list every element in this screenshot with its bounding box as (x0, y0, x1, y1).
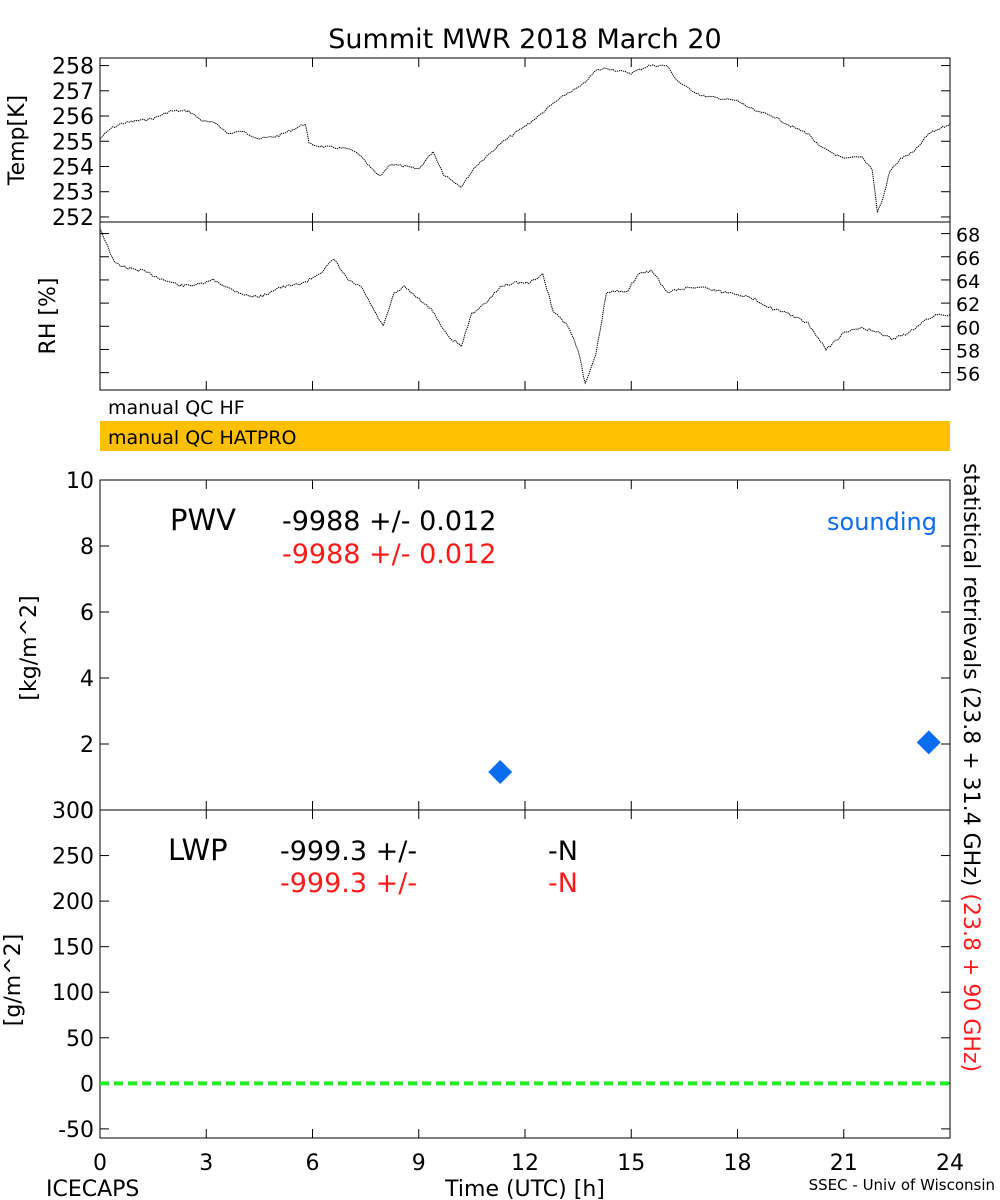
lwp-ytick-label: 250 (52, 845, 94, 870)
x-tick-label: 0 (93, 1151, 107, 1176)
lwp-black-value: -999.3 +/- (280, 836, 417, 867)
rh-ytick-label: 62 (956, 294, 980, 316)
temp-ytick-label: 252 (52, 206, 94, 231)
pwv-ytick-label: 8 (80, 535, 94, 560)
rh-ytick-label: 56 (956, 364, 980, 386)
pwv-ytick-label: 0 (80, 799, 94, 824)
lwp-ytick-label: 300 (52, 799, 94, 824)
x-tick-label: 24 (936, 1151, 964, 1176)
x-tick-label: 18 (724, 1151, 752, 1176)
lwp-red-value-2: -N (548, 868, 578, 899)
temp-series-line (99, 64, 951, 213)
temp-ytick-label: 255 (52, 130, 94, 155)
rh-axis-label: RH [%] (36, 278, 61, 355)
right-label-statistical-text: statistical retrievals (23.8 + 31.4 GHz) (958, 463, 983, 886)
lwp-name-label: LWP (168, 833, 228, 867)
rh-ytick-label: 64 (956, 271, 980, 293)
pwv-ytick-label: 6 (80, 601, 94, 626)
pwv-ytick-label: 4 (80, 667, 94, 692)
rh-ytick-label: 66 (956, 248, 980, 270)
footer-ssec: SSEC - Univ of Wisconsin (809, 1176, 995, 1194)
lwp-ytick-label: 200 (52, 890, 94, 915)
rh-ytick-label: 60 (956, 317, 980, 339)
qc-bar-hatpro (100, 421, 950, 451)
rh-ytick-label: 58 (956, 340, 980, 362)
pwv-ytick-label: 2 (80, 733, 94, 758)
lwp-ytick-label: 100 (52, 981, 94, 1006)
right-label-hatpro-text: (23.8 + 90 GHz) (958, 893, 983, 1072)
temp-ytick-label: 257 (52, 80, 94, 105)
x-tick-label: 15 (617, 1151, 645, 1176)
pwv-name-label: PWV (170, 503, 236, 537)
lwp-ytick-label: 0 (80, 1072, 94, 1097)
pwv-legend-sounding: sounding (827, 508, 937, 536)
rh-series-line (99, 228, 951, 385)
lwp-ytick-label: 150 (52, 936, 94, 961)
x-tick-label: 3 (199, 1151, 213, 1176)
lwp-red-value: -999.3 +/- (280, 868, 417, 899)
right-label-statistical: statistical retrievals (23.8 + 31.4 GHz)… (958, 463, 983, 1072)
x-tick-label: 21 (830, 1151, 858, 1176)
chart-marks: 2522532542552562572585658606264666802468… (52, 55, 980, 1176)
pwv-sounding-point (488, 760, 513, 785)
footer-icecaps: ICECAPS (46, 1177, 139, 1200)
temp-panel-frame (99, 57, 951, 223)
rh-panel-frame (99, 221, 951, 391)
lwp-ytick-label: 50 (66, 1027, 94, 1052)
lwp-ytick-label: -50 (58, 1118, 94, 1143)
pwv-sounding-point (916, 730, 941, 755)
temp-ytick-label: 258 (52, 55, 94, 80)
pwv-ytick-label: 10 (66, 469, 94, 494)
qc-bar-hatpro-label: manual QC HATPRO (108, 427, 297, 449)
pwv-red-value: -9988 +/- 0.012 (282, 539, 496, 570)
lwp-black-value-2: -N (548, 836, 578, 867)
temp-axis-label: Temp[K] (5, 95, 30, 186)
lwp-axis-label: [g/m^2] (1, 934, 26, 1026)
temp-ytick-label: 256 (52, 105, 94, 130)
figure-title: Summit MWR 2018 March 20 (328, 24, 721, 55)
footer-time-label: Time (UTC) [h] (444, 1177, 605, 1200)
pwv-black-value: -9988 +/- 0.012 (282, 506, 496, 537)
temp-ytick-label: 254 (52, 155, 94, 180)
qc-bar-hf (100, 393, 950, 418)
x-tick-label: 6 (306, 1151, 320, 1176)
x-tick-label: 9 (412, 1151, 426, 1176)
pwv-axis-label: [kg/m^2] (17, 595, 42, 700)
qc-bar-hf-label: manual QC HF (108, 397, 245, 419)
rh-ytick-label: 68 (956, 225, 980, 247)
temp-ytick-label: 253 (52, 181, 94, 206)
x-tick-label: 12 (511, 1151, 539, 1176)
